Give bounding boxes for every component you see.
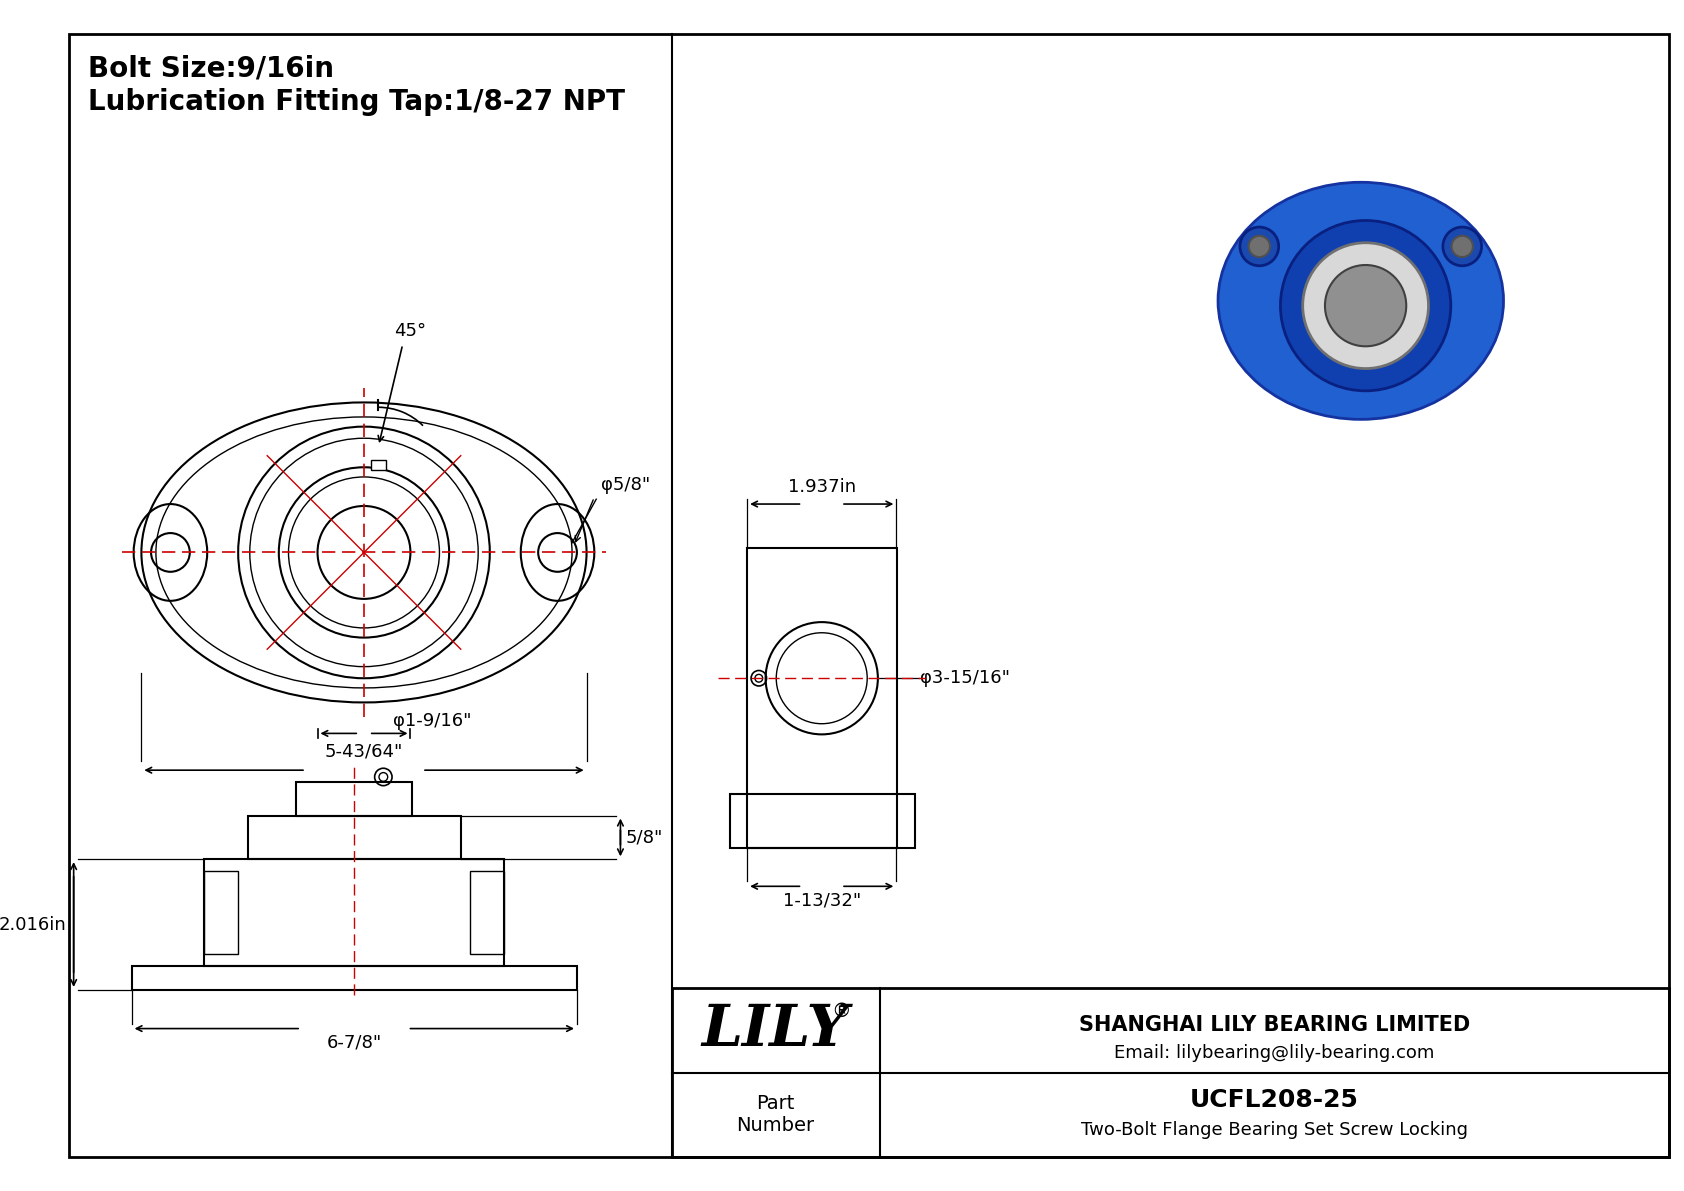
- Circle shape: [1452, 236, 1474, 257]
- Bar: [131, 966, 578, 990]
- Bar: [672, 987, 1669, 1158]
- Text: LILY: LILY: [702, 1003, 849, 1059]
- Text: ®: ®: [832, 1002, 850, 1021]
- Text: Email: lilybearing@lily-bearing.com: Email: lilybearing@lily-bearing.com: [1115, 1045, 1435, 1062]
- Text: Part
Number: Part Number: [736, 1095, 815, 1135]
- Text: 6-7/8": 6-7/8": [327, 1034, 382, 1052]
- Text: SHANGHAI LILY BEARING LIMITED: SHANGHAI LILY BEARING LIMITED: [1079, 1015, 1470, 1035]
- Bar: [729, 794, 914, 848]
- Bar: [204, 859, 504, 966]
- Text: 5/8": 5/8": [625, 829, 662, 847]
- Text: 2.016in: 2.016in: [0, 916, 66, 934]
- Ellipse shape: [1218, 182, 1504, 419]
- Text: 5-43/64": 5-43/64": [325, 742, 402, 761]
- Text: 45°: 45°: [394, 322, 426, 339]
- Text: φ5/8": φ5/8": [601, 476, 650, 494]
- Text: UCFL208-25: UCFL208-25: [1191, 1087, 1359, 1111]
- Circle shape: [1325, 266, 1406, 347]
- Circle shape: [1303, 243, 1428, 368]
- Text: Bolt Size:9/16in: Bolt Size:9/16in: [88, 54, 333, 82]
- Text: φ1-9/16": φ1-9/16": [392, 712, 472, 730]
- Bar: [470, 871, 504, 954]
- Circle shape: [1248, 236, 1270, 257]
- Text: φ3-15/16": φ3-15/16": [921, 669, 1010, 687]
- Bar: [248, 816, 461, 859]
- Circle shape: [1443, 227, 1482, 266]
- Circle shape: [1239, 227, 1278, 266]
- Bar: [370, 461, 386, 470]
- Text: 1-13/32": 1-13/32": [783, 891, 861, 909]
- Text: 1.937in: 1.937in: [788, 479, 855, 497]
- Bar: [748, 548, 898, 848]
- Text: Two-Bolt Flange Bearing Set Screw Locking: Two-Bolt Flange Bearing Set Screw Lockin…: [1081, 1122, 1468, 1140]
- Text: Lubrication Fitting Tap:1/8-27 NPT: Lubrication Fitting Tap:1/8-27 NPT: [88, 88, 625, 116]
- Circle shape: [1280, 220, 1452, 391]
- Bar: [204, 871, 237, 954]
- Bar: [296, 781, 413, 816]
